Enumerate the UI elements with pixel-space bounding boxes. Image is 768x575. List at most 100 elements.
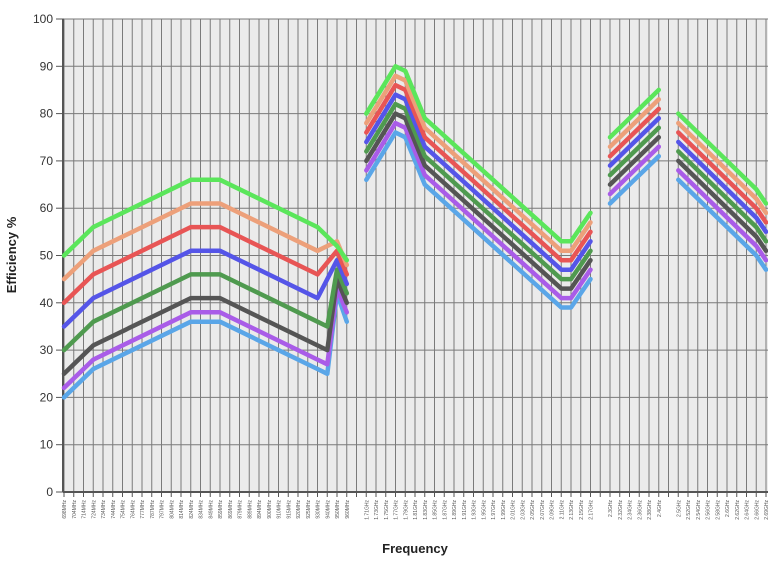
series-line bbox=[676, 158, 768, 254]
x-tick-label: 2.38GHz bbox=[647, 500, 653, 520]
series-line bbox=[607, 116, 662, 168]
x-tick-label: 1.89GHz bbox=[452, 500, 458, 520]
x-tick-label: 2.01GHz bbox=[511, 500, 517, 520]
series-line bbox=[364, 101, 593, 282]
x-tick-label: 2.15GHz bbox=[579, 500, 585, 520]
x-tick-label: 2.36GHz bbox=[637, 500, 643, 520]
x-tick-label: 1.97GHz bbox=[491, 500, 497, 520]
x-tick-label: 754MHz bbox=[121, 500, 127, 519]
x-tick-label: 1.87GHz bbox=[442, 500, 448, 520]
x-tick-label: 925MHz bbox=[306, 500, 312, 519]
x-tick-label: 2.4GHz bbox=[657, 500, 663, 517]
y-tick-label: 20 bbox=[40, 390, 54, 404]
series-line bbox=[607, 106, 662, 159]
x-tick-label: 2.66GHz bbox=[754, 500, 760, 520]
y-tick-label: 40 bbox=[40, 296, 54, 310]
series-line bbox=[364, 64, 593, 244]
x-tick-label: 814MHz bbox=[179, 500, 185, 519]
x-tick-label: 849MHz bbox=[208, 500, 214, 519]
series-line bbox=[676, 139, 768, 235]
x-tick-label: 1.73GHz bbox=[374, 500, 380, 520]
x-tick-label: 804MHz bbox=[169, 500, 175, 519]
x-tick-label: 2.11GHz bbox=[559, 500, 565, 520]
x-tick-label: 1.81GHz bbox=[413, 500, 419, 520]
x-tick-label: 777MHz bbox=[140, 500, 146, 519]
y-tick-label: 90 bbox=[40, 59, 54, 73]
x-tick-label: 869MHz bbox=[228, 500, 234, 519]
x-tick-label: 2.3GHz bbox=[608, 500, 614, 517]
x-tick-label: 894MHz bbox=[257, 500, 263, 519]
x-tick-label: 889MHz bbox=[247, 500, 253, 519]
x-tick-label: 879MHz bbox=[238, 500, 244, 519]
x-tick-label: 1.91GHz bbox=[462, 500, 468, 520]
x-axis-title: Frequency bbox=[382, 541, 449, 556]
y-tick-label: 100 bbox=[33, 12, 53, 26]
x-tick-label: 1.99GHz bbox=[501, 500, 507, 520]
series-lines bbox=[61, 64, 768, 400]
y-tick-label: 70 bbox=[40, 154, 54, 168]
series-line bbox=[61, 177, 350, 263]
x-tick-label: 2.03GHz bbox=[520, 500, 526, 520]
x-axis: 698MHz 704MHz 714MHz 724MHz 734MHz 744MHz 754M… bbox=[62, 491, 768, 520]
y-tick-label: 30 bbox=[40, 343, 54, 357]
x-tick-label: 910MHz bbox=[277, 500, 283, 519]
x-tick-label: 1.85GHz bbox=[433, 500, 439, 520]
x-tick-label: 1.71GHz bbox=[364, 500, 370, 520]
x-tick-label: 2.62GHz bbox=[735, 500, 741, 520]
series-line bbox=[607, 135, 662, 187]
x-tick-label: 2.56GHz bbox=[706, 500, 712, 520]
y-tick-label: 60 bbox=[40, 201, 54, 215]
x-tick-label: 2.5GHz bbox=[676, 500, 682, 517]
x-tick-label: 2.69GHz bbox=[764, 500, 768, 520]
x-tick-label: 940MHz bbox=[325, 500, 331, 519]
y-axis-title: Efficiency % bbox=[4, 216, 19, 293]
x-tick-label: 2.58GHz bbox=[715, 500, 721, 520]
x-tick-label: 797MHz bbox=[160, 500, 166, 519]
x-tick-label: 1.77GHz bbox=[394, 500, 400, 520]
y-tick-label: 50 bbox=[40, 249, 54, 263]
x-tick-label: 960MHz bbox=[345, 500, 351, 519]
x-tick-label: 824MHz bbox=[189, 500, 195, 519]
x-tick-label: 950MHz bbox=[335, 500, 341, 519]
x-tick-label: 915MHz bbox=[286, 500, 292, 519]
series-line bbox=[676, 120, 768, 216]
x-tick-label: 724MHz bbox=[91, 500, 97, 519]
series-line bbox=[676, 130, 768, 225]
x-tick-label: 2.52GHz bbox=[686, 500, 692, 520]
series-line bbox=[607, 144, 662, 197]
x-tick-label: 698MHz bbox=[62, 500, 68, 519]
x-tick-label: 1.83GHz bbox=[423, 500, 429, 520]
series-line bbox=[364, 92, 593, 272]
x-tick-label: 900MHz bbox=[267, 500, 273, 519]
x-tick-label: 930MHz bbox=[316, 500, 322, 519]
x-tick-label: 2.17GHz bbox=[589, 500, 595, 520]
x-tick-label: 1.93GHz bbox=[472, 500, 478, 520]
series-line bbox=[676, 177, 768, 272]
series-line bbox=[676, 168, 768, 263]
x-tick-label: 2.05GHz bbox=[530, 500, 536, 520]
series-line bbox=[607, 97, 662, 149]
series-line bbox=[364, 130, 593, 310]
series-line bbox=[607, 153, 662, 206]
y-axis: 0 10 20 30 40 50 60 70 80 90 100 bbox=[33, 12, 64, 499]
x-tick-label: 859MHz bbox=[218, 500, 224, 519]
x-tick-label: 2.09GHz bbox=[550, 500, 556, 520]
x-tick-label: 2.54GHz bbox=[696, 500, 702, 520]
series-line bbox=[364, 120, 593, 301]
x-tick-label: 1.79GHz bbox=[403, 500, 409, 520]
series-line bbox=[364, 73, 593, 254]
series-line bbox=[364, 111, 593, 291]
x-tick-label: 2.6GHz bbox=[725, 500, 731, 517]
series-line bbox=[364, 82, 593, 263]
x-tick-label: 2.13GHz bbox=[569, 500, 575, 520]
x-tick-label: 764MHz bbox=[130, 500, 136, 519]
x-tick-label: 834MHz bbox=[199, 500, 205, 519]
series-line bbox=[61, 267, 350, 353]
x-tick-label: 2.32GHz bbox=[618, 500, 624, 520]
x-tick-label: 734MHz bbox=[101, 500, 107, 519]
series-line bbox=[676, 149, 768, 244]
x-tick-label: 2.07GHz bbox=[540, 500, 546, 520]
x-tick-label: 920MHz bbox=[296, 500, 302, 519]
y-tick-label: 80 bbox=[40, 107, 54, 121]
